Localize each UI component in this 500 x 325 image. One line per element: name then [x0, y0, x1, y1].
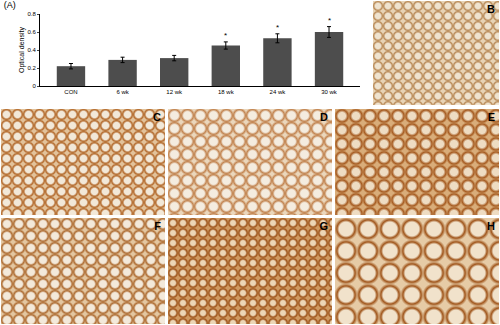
svg-text:12 wk: 12 wk	[166, 89, 183, 95]
svg-text:24 wk: 24 wk	[270, 89, 287, 95]
svg-text:*: *	[328, 16, 331, 25]
svg-text:0.6: 0.6	[27, 29, 36, 35]
svg-text:0.4: 0.4	[27, 47, 36, 53]
svg-text:Optical density: Optical density	[18, 27, 26, 73]
svg-text:*: *	[276, 23, 279, 32]
html-text:B: B	[487, 3, 495, 15]
svg-text:18 wk: 18 wk	[218, 89, 235, 95]
html-text:G: G	[319, 220, 328, 232]
svg-text:30 wk: 30 wk	[321, 89, 338, 95]
html-text:C: C	[153, 111, 161, 123]
svg-text:CON: CON	[64, 89, 77, 95]
svg-text:(A): (A)	[4, 0, 16, 10]
html-text:F: F	[154, 220, 161, 232]
svg-text:*: *	[224, 31, 227, 40]
svg-text:6 wk: 6 wk	[116, 89, 129, 95]
svg-text:0.2: 0.2	[27, 65, 36, 71]
html-text:D: D	[320, 111, 328, 123]
html-text:H: H	[487, 220, 495, 232]
svg-text:0.8: 0.8	[27, 11, 36, 17]
svg-text:0: 0	[32, 83, 36, 89]
html-text:E: E	[487, 111, 495, 123]
